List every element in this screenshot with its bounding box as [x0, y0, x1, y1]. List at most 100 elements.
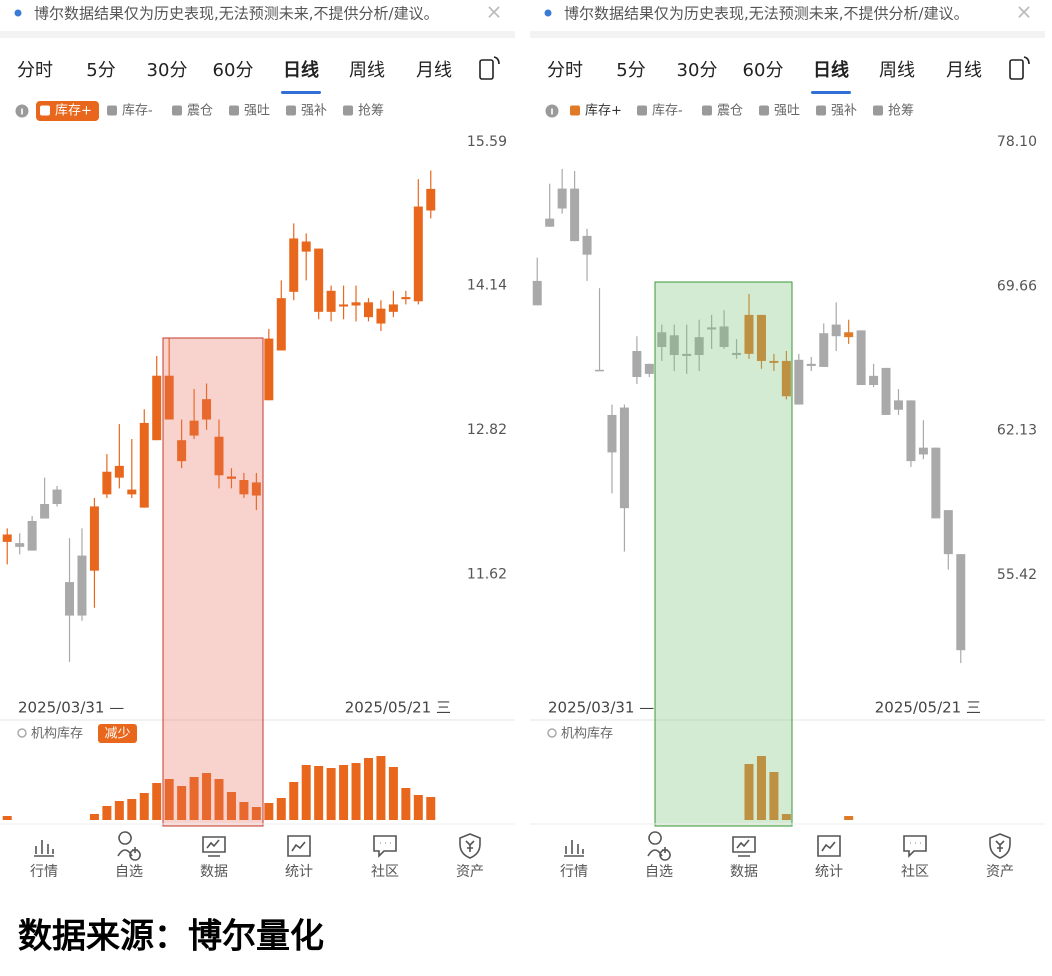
candle-body [289, 238, 299, 292]
nav-icon[interactable] [817, 835, 841, 857]
legend-label[interactable]: 强吐 [244, 104, 270, 119]
legend-label[interactable]: 强补 [301, 104, 327, 119]
y-tick-label: 69.66 [997, 278, 1037, 294]
nav-icon[interactable] [202, 836, 226, 857]
candle-body [744, 314, 754, 354]
candle-body [164, 375, 174, 420]
candle-body [27, 520, 37, 551]
notice-text: 博尔数据结果仅为历史表现,无法预测未来,不提供分析/建议。 [34, 5, 439, 23]
volume-label: 机构库存 [31, 726, 83, 742]
period-tab[interactable]: 日线 [283, 59, 319, 81]
rotate-icon-arrow [493, 56, 500, 65]
nav-label[interactable]: 社区 [901, 864, 929, 880]
rotate-icon-arrow [1023, 56, 1030, 65]
period-tab[interactable]: 月线 [416, 60, 452, 81]
candle-body [632, 351, 642, 378]
nav-label[interactable]: 行情 [560, 864, 588, 880]
legend-swatch [229, 105, 239, 116]
notice-text: 博尔数据结果仅为历史表现,无法预测未来,不提供分析/建议。 [564, 5, 969, 23]
candle-body [669, 335, 679, 356]
legend-label[interactable]: 震仓 [187, 104, 213, 119]
nav-icon[interactable] [459, 833, 481, 859]
nav-icon[interactable] [647, 831, 671, 861]
legend-swatch [40, 105, 50, 116]
volume-bar [844, 816, 854, 820]
nav-icon[interactable] [117, 831, 141, 861]
candle-body [607, 414, 617, 453]
candle-body [152, 375, 162, 441]
legend-pill[interactable] [36, 101, 99, 121]
source-footer: 数据来源：博尔量化 [18, 917, 324, 957]
y-tick-label: 78.10 [997, 134, 1037, 150]
period-tab[interactable]: 5分 [86, 60, 115, 81]
period-tab[interactable]: 5分 [616, 60, 645, 81]
period-tab[interactable]: 周线 [879, 60, 915, 81]
nav-label[interactable]: 自选 [645, 864, 673, 880]
volume-bar [401, 788, 411, 820]
candle-body [881, 367, 891, 415]
divider-strip [530, 31, 1045, 38]
candle-body [769, 360, 779, 363]
period-tab[interactable]: 60分 [213, 60, 254, 81]
nav-label[interactable]: 自选 [115, 864, 143, 880]
candle-body [732, 352, 742, 356]
nav-icon[interactable] [287, 835, 311, 857]
period-tab[interactable]: 60分 [743, 60, 784, 81]
end-date: 2025/05/21 三 [345, 699, 451, 717]
period-tab[interactable]: 分时 [17, 60, 53, 81]
legend-swatch [343, 105, 353, 116]
nav-icon[interactable] [34, 840, 54, 857]
period-tab[interactable]: 30分 [677, 60, 718, 81]
nav-icon[interactable] [903, 835, 927, 858]
nav-label[interactable]: 行情 [30, 864, 58, 880]
candle-body [351, 302, 361, 306]
nav-label[interactable]: 统计 [815, 864, 843, 880]
legend-label[interactable]: 库存+ [55, 103, 92, 119]
nav-icon[interactable] [373, 835, 397, 858]
period-tab[interactable]: 月线 [946, 60, 982, 81]
legend-label[interactable]: 强补 [831, 104, 857, 119]
nav-label[interactable]: 资产 [456, 864, 484, 880]
period-tab[interactable]: 30分 [147, 60, 188, 81]
end-date: 2025/05/21 三 [875, 699, 981, 717]
y-tick-label: 11.62 [467, 566, 507, 582]
period-tab[interactable]: 分时 [547, 60, 583, 81]
candle-body [314, 248, 324, 312]
legend-label[interactable]: 库存- [122, 103, 153, 119]
nav-label[interactable]: 资产 [986, 864, 1014, 880]
volume-bar [388, 767, 398, 820]
period-tab[interactable]: 日线 [813, 59, 849, 81]
candle-body [77, 555, 87, 616]
legend-swatch [873, 105, 883, 116]
nav-label[interactable]: 数据 [730, 864, 758, 880]
legend-label[interactable]: 库存+ [585, 103, 622, 119]
legend-label[interactable]: 震仓 [717, 104, 743, 119]
nav-icon[interactable] [732, 836, 756, 857]
gear-icon [547, 728, 557, 738]
rotate-icon[interactable] [1009, 59, 1024, 80]
legend-label[interactable]: 强吐 [774, 104, 800, 119]
candle-body [707, 327, 717, 330]
legend-swatch [637, 105, 647, 116]
candle-body [819, 333, 829, 367]
legend-label[interactable]: 抢筹 [358, 103, 384, 119]
close-button[interactable]: × [1016, 0, 1033, 24]
legend-label[interactable]: 库存- [652, 103, 683, 119]
candle-body [595, 369, 605, 372]
start-date: 2025/03/31 — [18, 699, 124, 717]
candle-body [831, 324, 841, 337]
nav-icon[interactable] [989, 833, 1011, 859]
volume-bar [413, 795, 423, 820]
rotate-icon[interactable] [479, 59, 494, 80]
candle-body [189, 420, 199, 436]
nav-label[interactable]: 社区 [371, 864, 399, 880]
start-date: 2025/03/31 — [548, 699, 654, 717]
nav-label[interactable]: 统计 [285, 864, 313, 880]
legend-label[interactable]: 抢筹 [888, 103, 914, 119]
candle-body [40, 503, 50, 519]
period-tab[interactable]: 周线 [349, 60, 385, 81]
nav-label[interactable]: 数据 [200, 864, 228, 880]
candle-body [943, 510, 953, 555]
close-button[interactable]: × [486, 0, 503, 24]
nav-icon[interactable] [564, 840, 584, 857]
